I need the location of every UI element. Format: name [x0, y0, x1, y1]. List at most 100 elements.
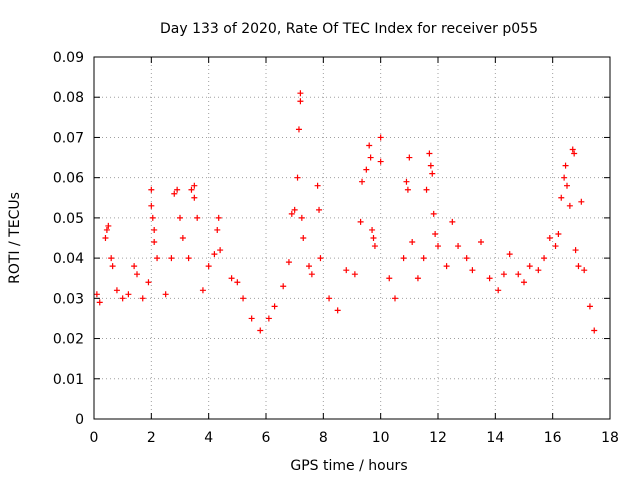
data-point: [515, 271, 522, 278]
data-point: [552, 243, 559, 250]
data-point: [306, 263, 312, 270]
data-point: [105, 222, 112, 229]
data-point: [265, 315, 272, 322]
data-point: [500, 271, 507, 278]
x-tick-label: 10: [372, 430, 390, 446]
data-point: [359, 178, 366, 185]
data-point: [404, 186, 411, 193]
data-point: [145, 279, 152, 286]
data-point: [370, 235, 377, 241]
data-point: [228, 275, 235, 282]
data-point: [392, 295, 398, 302]
data-point: [435, 243, 441, 250]
data-point: [148, 202, 155, 209]
data-point: [316, 206, 323, 213]
data-point: [526, 263, 533, 270]
data-point: [149, 214, 156, 221]
data-point: [455, 243, 462, 250]
data-point: [191, 194, 198, 201]
y-tick-label: 0.07: [53, 130, 84, 146]
chart-title: Day 133 of 2020, Rate Of TEC Index for r…: [160, 21, 538, 37]
data-point: [288, 210, 295, 217]
data-point: [420, 255, 427, 262]
data-point: [586, 303, 593, 310]
x-tick-label: 8: [319, 430, 328, 446]
data-point: [432, 230, 439, 237]
data-point: [234, 279, 241, 286]
y-tick-label: 0.03: [53, 291, 84, 307]
y-tick-label: 0.04: [53, 251, 84, 267]
data-point: [343, 267, 350, 274]
data-point: [371, 243, 378, 250]
data-point: [469, 267, 476, 274]
x-tick-label: 2: [147, 430, 156, 446]
data-point: [569, 146, 576, 153]
data-point: [125, 291, 132, 298]
data-point: [151, 226, 158, 233]
data-point: [214, 226, 221, 233]
x-tick-label: 12: [429, 430, 447, 446]
x-axis-label: GPS time / hours: [290, 458, 407, 474]
data-point: [131, 263, 138, 270]
data-point: [257, 327, 264, 334]
axis-ticks: [93, 56, 611, 420]
data-point: [578, 198, 585, 205]
data-point: [103, 226, 110, 233]
data-points: [93, 90, 598, 334]
data-point: [271, 303, 278, 310]
data-point: [308, 271, 315, 278]
plot-frame: [93, 56, 611, 420]
y-tick-label: 0.01: [53, 372, 84, 388]
data-point: [564, 182, 570, 189]
y-axis-label: ROTI / TECUs: [7, 192, 23, 284]
data-point: [211, 251, 218, 258]
data-point: [409, 239, 416, 246]
data-point: [478, 239, 484, 246]
data-point: [185, 255, 192, 262]
data-point: [561, 174, 568, 181]
data-point: [240, 295, 247, 302]
data-point: [581, 267, 588, 274]
data-point: [297, 90, 304, 97]
data-point: [294, 174, 301, 181]
data-point: [449, 218, 456, 225]
x-tick-label: 18: [601, 430, 619, 446]
data-point: [400, 255, 407, 262]
data-point: [403, 178, 410, 185]
x-tick-label: 16: [544, 430, 562, 446]
y-tick-label: 0.09: [53, 50, 84, 66]
data-point: [386, 275, 393, 282]
data-point: [113, 287, 120, 294]
y-tick-label: 0.08: [53, 90, 84, 106]
data-point: [248, 315, 255, 322]
y-tick-labels: 0 0.01 0.02 0.03 0.04 0.05 0.06 0.07 0.08 0.09: [53, 50, 84, 428]
data-point: [298, 214, 305, 221]
data-point: [351, 271, 358, 278]
data-point: [367, 154, 374, 161]
data-point: [96, 299, 103, 306]
data-point: [168, 255, 175, 262]
data-point: [148, 186, 155, 193]
data-point: [486, 275, 493, 282]
data-point: [377, 158, 384, 165]
data-point: [297, 98, 304, 105]
data-point: [154, 255, 161, 262]
data-point: [215, 214, 222, 221]
data-point: [541, 255, 548, 262]
data-point: [194, 214, 201, 221]
data-point: [427, 162, 434, 169]
data-point: [426, 150, 433, 157]
data-point: [443, 263, 450, 270]
data-point: [300, 235, 307, 241]
data-point: [171, 190, 178, 197]
data-point: [134, 271, 140, 278]
data-point: [495, 287, 502, 294]
data-point: [571, 150, 578, 157]
x-tick-label: 0: [90, 430, 99, 446]
data-point: [575, 263, 582, 270]
data-point: [317, 255, 324, 262]
data-point: [162, 291, 169, 298]
data-point: [430, 210, 437, 217]
data-point: [357, 218, 364, 225]
x-tick-label: 14: [486, 430, 504, 446]
